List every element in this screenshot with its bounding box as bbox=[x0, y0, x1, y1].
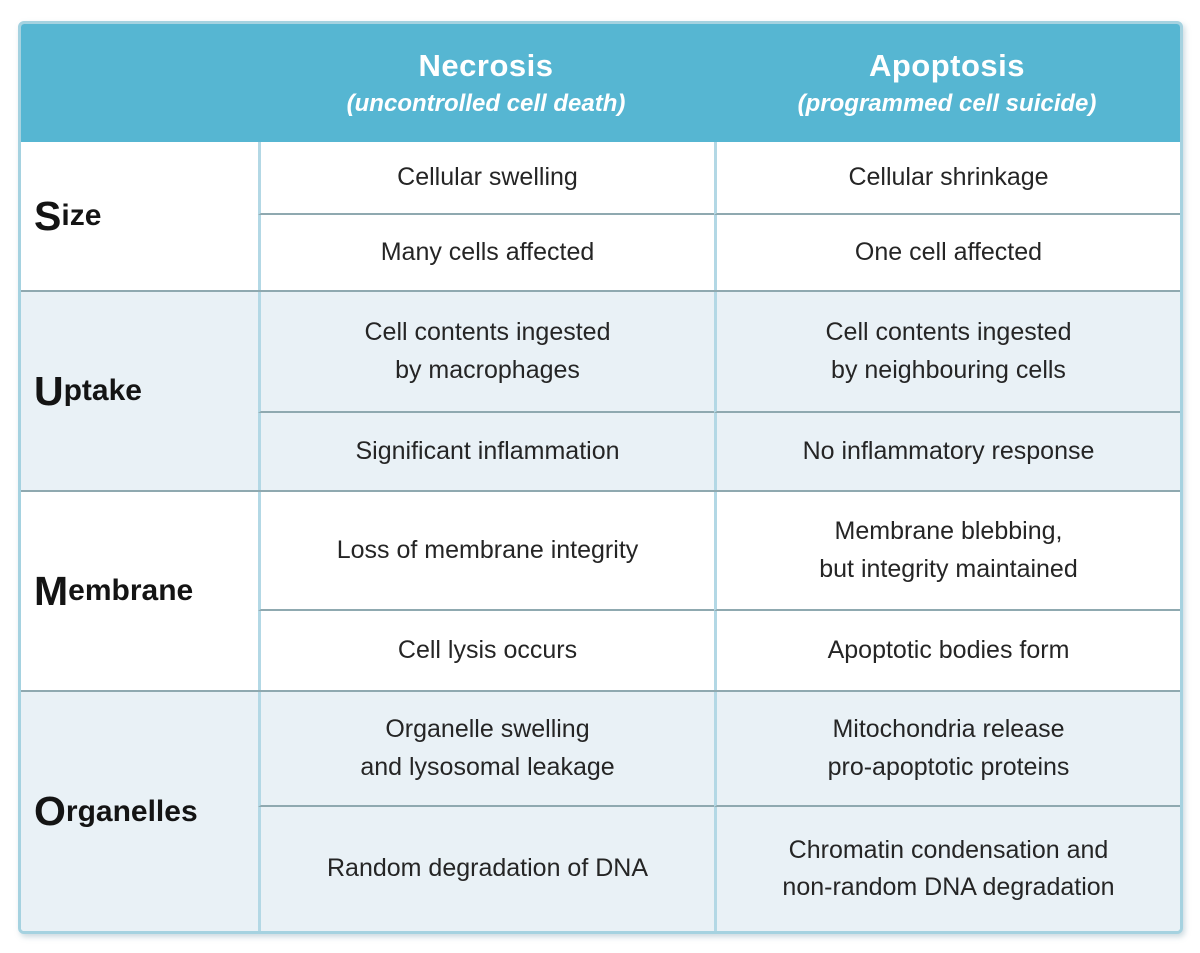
row-label-initial: M bbox=[34, 567, 69, 614]
cell-uptake-necrosis-1: Cell contents ingested by macrophages bbox=[258, 292, 714, 413]
cell-membrane-necrosis-2: Cell lysis occurs bbox=[258, 611, 714, 690]
cell-organelles-apoptosis-1: Mitochondria release pro-apoptotic prote… bbox=[714, 692, 1180, 807]
cell-size-necrosis-2: Many cells affected bbox=[258, 215, 714, 290]
cell-size-apoptosis-1: Cellular shrinkage bbox=[714, 142, 1180, 215]
cell-organelles-necrosis-2: Random degradation of DNA bbox=[258, 807, 714, 931]
cell-membrane-necrosis-1: Loss of membrane integrity bbox=[258, 492, 714, 611]
row-label-rest: rganelles bbox=[65, 794, 198, 828]
necrosis-title: Necrosis bbox=[418, 48, 554, 83]
apoptosis-subtitle: (programmed cell suicide) bbox=[797, 90, 1097, 117]
necrosis-subtitle: (uncontrolled cell death) bbox=[346, 90, 626, 117]
row-label-initial: O bbox=[34, 788, 66, 834]
cell-uptake-apoptosis-2: No inflammatory response bbox=[714, 413, 1180, 490]
cell-size-apoptosis-2: One cell affected bbox=[714, 215, 1180, 290]
column-header-apoptosis: Apoptosis (programmed cell suicide) bbox=[714, 48, 1180, 118]
cell-organelles-necrosis-1: Organelle swelling and lysosomal leakage bbox=[258, 692, 714, 807]
row-label-rest: ize bbox=[61, 199, 102, 232]
apoptosis-title: Apoptosis bbox=[868, 48, 1026, 83]
row-label-initial: S bbox=[34, 192, 62, 239]
necrosis-apoptosis-table: Necrosis (uncontrolled cell death) Apopt… bbox=[18, 21, 1183, 934]
table-header-row: Necrosis (uncontrolled cell death) Apopt… bbox=[21, 24, 1180, 142]
row-label-rest: embrane bbox=[68, 574, 194, 607]
row-label-initial: U bbox=[34, 367, 64, 414]
cell-size-necrosis-1: Cellular swelling bbox=[258, 142, 714, 215]
cell-uptake-necrosis-2: Significant inflammation bbox=[258, 413, 714, 490]
cell-organelles-apoptosis-2: Chromatin condensation and non-random DN… bbox=[714, 807, 1180, 931]
cell-membrane-apoptosis-2: Apoptotic bodies form bbox=[714, 611, 1180, 690]
cell-membrane-apoptosis-1: Membrane blebbing, but integrity maintai… bbox=[714, 492, 1180, 611]
cell-uptake-apoptosis-1: Cell contents ingested by neighbouring c… bbox=[714, 292, 1180, 413]
column-header-necrosis: Necrosis (uncontrolled cell death) bbox=[258, 48, 714, 118]
row-label-rest: ptake bbox=[63, 374, 142, 407]
